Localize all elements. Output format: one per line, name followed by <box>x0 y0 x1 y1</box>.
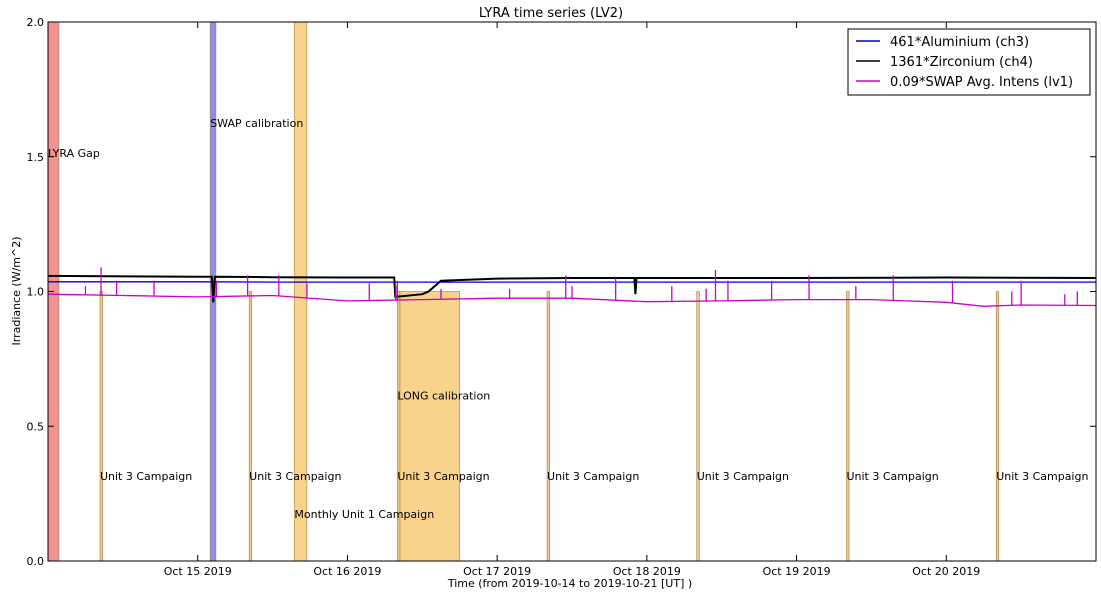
axis-ticks: Oct 15 2019 Oct 16 2019 Oct 17 2019 Oct 18 … <box>27 16 1096 578</box>
legend: 461*Aluminium (ch3) 1361*Zirconium (ch4) 0… <box>847 28 1091 96</box>
legend-label-0: 461*Aluminium (ch3) <box>890 35 1029 50</box>
series-line-2 <box>47 293 1097 307</box>
annotation-8: Unit 3 Campaign <box>697 470 789 483</box>
x-tick-label-1: Oct 16 2019 <box>313 565 381 578</box>
y-tick-label-2: 1.0 <box>27 286 45 299</box>
annotation-6: Unit 3 Campaign <box>397 470 489 483</box>
legend-box <box>847 28 1091 96</box>
series-line-1 <box>47 274 1097 303</box>
annotation-2: LONG calibration <box>397 389 490 402</box>
y-axis-label: Irradiance (W/m^2) <box>10 237 23 346</box>
annotation-5: Unit 3 Campaign <box>249 470 341 483</box>
legend-label-1: 1361*Zirconium (ch4) <box>890 55 1033 70</box>
x-axis-label: Time (from 2019-10-14 to 2019-10-21 [UT]… <box>447 577 692 590</box>
span-3 <box>99 291 103 562</box>
annotation-10: Unit 3 Campaign <box>996 470 1088 483</box>
y-tick-label-3: 1.5 <box>27 151 45 164</box>
x-tick-label-3: Oct 18 2019 <box>613 565 681 578</box>
annotations: LYRA Gap SWAP calibration LONG calibration… <box>48 117 1088 521</box>
x-tick-label-2: Oct 17 2019 <box>463 565 531 578</box>
annotation-1: SWAP calibration <box>210 117 303 130</box>
span-6 <box>546 291 550 562</box>
annotation-9: Unit 3 Campaign <box>846 470 938 483</box>
span-4 <box>248 291 253 562</box>
x-tick-label-4: Oct 19 2019 <box>763 565 831 578</box>
x-tick-label-0: Oct 15 2019 <box>164 565 232 578</box>
span-7 <box>696 291 700 562</box>
y-tick-label-1: 0.5 <box>27 420 45 433</box>
annotation-3: Monthly Unit 1 Campaign <box>294 508 434 521</box>
y-tick-label-0: 0.0 <box>27 555 45 568</box>
legend-label-2: 0.09*SWAP Avg. Intens (lv1) <box>890 75 1073 90</box>
y-tick-label-4: 2.0 <box>27 16 45 29</box>
chart-title: LYRA time series (LV2) <box>479 6 623 21</box>
x-tick-label-5: Oct 20 2019 <box>912 565 980 578</box>
annotation-4: Unit 3 Campaign <box>100 470 192 483</box>
annotation-0: LYRA Gap <box>48 147 100 160</box>
span-8 <box>846 291 850 562</box>
annotation-7: Unit 3 Campaign <box>547 470 639 483</box>
data-series <box>47 267 1097 307</box>
span-9 <box>995 291 1000 562</box>
